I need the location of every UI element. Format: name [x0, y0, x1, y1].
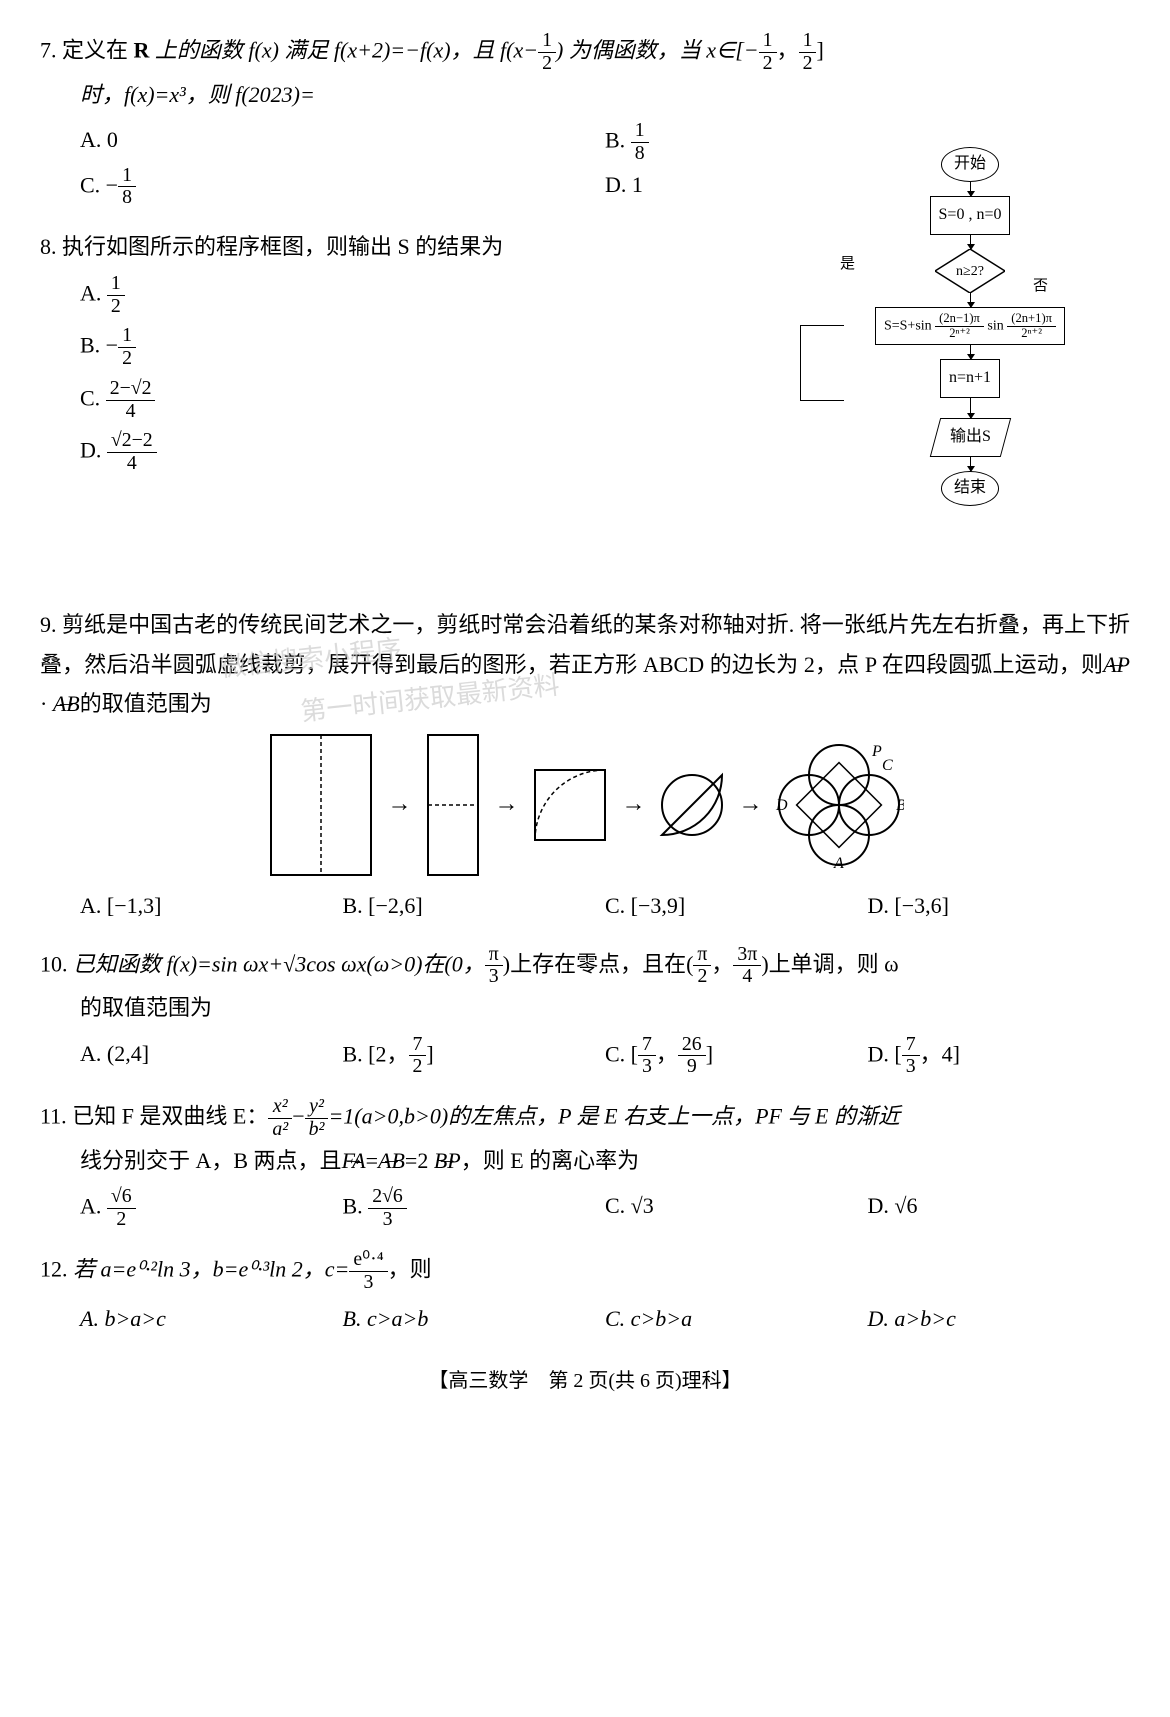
fc-arrow-icon: [970, 293, 971, 307]
fc-decision: 是 n≥2? 否: [810, 249, 1130, 293]
fc-output: 输出S: [929, 418, 1010, 457]
q8-opt-d[interactable]: D. √2−24: [80, 430, 800, 475]
q11-opt-a[interactable]: A. √62: [80, 1186, 343, 1231]
fc-inc: n=n+1: [940, 359, 1000, 398]
fc-yes-label: 是: [840, 251, 855, 278]
q10-num: 10.: [40, 951, 68, 976]
q9-figures: → → → → P C D B A: [40, 730, 1130, 880]
page-footer: 【高三数学 第 2 页(共 6 页)理科】: [40, 1363, 1130, 1399]
q12-stem: 12. 若 a=e⁰·²ln 3，b=e⁰·³ln 2，c=e⁰·⁴3，则: [40, 1249, 1130, 1294]
question-8: 8. 执行如图所示的程序框图，则输出 S 的结果为 A. 12 B. −12 C…: [40, 227, 1130, 587]
fc-init: S=0 , n=0: [930, 196, 1011, 235]
q8-stem: 8. 执行如图所示的程序框图，则输出 S 的结果为: [40, 227, 760, 267]
q9-opt-c[interactable]: C. [−3,9]: [605, 886, 868, 926]
square-cut-icon: [530, 765, 610, 845]
clover-icon: P C D B A: [774, 740, 904, 870]
q9-opt-b[interactable]: B. [−2,6]: [343, 886, 606, 926]
q10-opt-c[interactable]: C. [73，269]: [605, 1034, 868, 1079]
question-9: 9. 剪纸是中国古老的传统民间艺术之一，剪纸时常会沿着纸的某条对称轴对折. 将一…: [40, 605, 1130, 925]
question-10: 10. 已知函数 f(x)=sin ωx+√3cos ωx(ω>0)在(0，π3…: [40, 944, 1130, 1079]
q7-stem: 7. 定义在 R 上的函数 f(x) 满足 f(x+2)=−f(x)，且 f(x…: [40, 30, 1130, 75]
quarter-wedge-icon: [657, 770, 727, 840]
q8-options: A. 12 B. −12 C. 2−√24 D. √2−24: [80, 273, 800, 483]
arrow-icon: →: [739, 783, 763, 826]
q12-options: A. b>a>c B. c>a>b C. c>b>a D. a>b>c: [80, 1299, 1130, 1339]
label-B: B: [896, 797, 904, 814]
q7-stem-line2: 时，f(x)=x³，则 f(2023)=: [80, 75, 1130, 115]
fold-rect-1-icon: [266, 730, 376, 880]
fc-arrow-icon: [970, 182, 971, 196]
arrow-icon: →: [388, 783, 412, 826]
q9-options: A. [−1,3] B. [−2,6] C. [−3,9] D. [−3,6]: [80, 886, 1130, 926]
q11-stem: 11. 已知 F 是双曲线 E：x²a²−y²b²=1(a>0,b>0)的左焦点…: [40, 1096, 1130, 1141]
q12-opt-b[interactable]: B. c>a>b: [343, 1299, 606, 1339]
q8-opt-c[interactable]: C. 2−√24: [80, 378, 800, 423]
fc-no-label: 否: [1033, 273, 1048, 300]
q11-stem-line2: 线分别交于 A，B 两点，且→FA=→AB=2 →BP，则 E 的离心率为: [80, 1141, 1130, 1181]
fc-assign: S=S+sin (2n−1)π2ⁿ⁺² sin (2n+1)π2ⁿ⁺²: [875, 307, 1065, 346]
q10-stem: 10. 已知函数 f(x)=sin ωx+√3cos ωx(ω>0)在(0，π3…: [40, 944, 1130, 989]
q12-num: 12.: [40, 1256, 68, 1281]
label-A: A: [833, 855, 844, 870]
q8-num: 8.: [40, 234, 57, 259]
q7-opt-a[interactable]: A. 0: [80, 120, 605, 165]
q9-num: 9.: [40, 612, 57, 637]
q8-opt-b[interactable]: B. −12: [80, 325, 800, 370]
fc-end: 结束: [941, 471, 999, 506]
q12-opt-a[interactable]: A. b>a>c: [80, 1299, 343, 1339]
fc-arrow-icon: [970, 345, 971, 359]
question-11: 11. 已知 F 是双曲线 E：x²a²−y²b²=1(a>0,b>0)的左焦点…: [40, 1096, 1130, 1231]
q12-opt-c[interactable]: C. c>b>a: [605, 1299, 868, 1339]
question-12: 12. 若 a=e⁰·²ln 3，b=e⁰·³ln 2，c=e⁰·⁴3，则 A.…: [40, 1249, 1130, 1339]
q9-opt-d[interactable]: D. [−3,6]: [868, 886, 1131, 926]
q9-stem: 9. 剪纸是中国古老的传统民间艺术之一，剪纸时常会沿着纸的某条对称轴对折. 将一…: [40, 605, 1130, 724]
fc-arrow-icon: [970, 398, 971, 418]
q10-opt-b[interactable]: B. [2，72]: [343, 1034, 606, 1079]
fc-arrow-icon: [970, 235, 971, 249]
fc-start: 开始: [941, 147, 999, 182]
fold-rect-2-icon: [423, 730, 483, 880]
q11-options: A. √62 B. 2√63 C. √3 D. √6: [80, 1186, 1130, 1231]
fc-arrow-icon: [970, 457, 971, 471]
q7-num: 7.: [40, 37, 57, 62]
arrow-icon: →: [622, 783, 646, 826]
label-P: P: [871, 743, 882, 760]
label-D: D: [775, 797, 788, 814]
q10-options: A. (2,4] B. [2，72] C. [73，269] D. [73，4]: [80, 1034, 1130, 1079]
q10-opt-d[interactable]: D. [73，4]: [868, 1034, 1131, 1079]
q12-opt-d[interactable]: D. a>b>c: [868, 1299, 1131, 1339]
q11-opt-d[interactable]: D. √6: [868, 1186, 1131, 1231]
q8-opt-a[interactable]: A. 12: [80, 273, 800, 318]
q10-stem-line2: 的取值范围为: [80, 988, 1130, 1028]
q11-num: 11.: [40, 1104, 67, 1129]
q11-opt-c[interactable]: C. √3: [605, 1186, 868, 1231]
flowchart: 开始 S=0 , n=0 是 n≥2? 否 S=S+sin (2n−1)π2ⁿ⁺…: [810, 147, 1130, 506]
arrow-icon: →: [495, 783, 519, 826]
label-C: C: [882, 757, 893, 774]
q11-opt-b[interactable]: B. 2√63: [343, 1186, 606, 1231]
q9-opt-a[interactable]: A. [−1,3]: [80, 886, 343, 926]
q7-opt-c[interactable]: C. −18: [80, 165, 605, 210]
q10-opt-a[interactable]: A. (2,4]: [80, 1034, 343, 1079]
fc-loop-line: [800, 325, 844, 401]
